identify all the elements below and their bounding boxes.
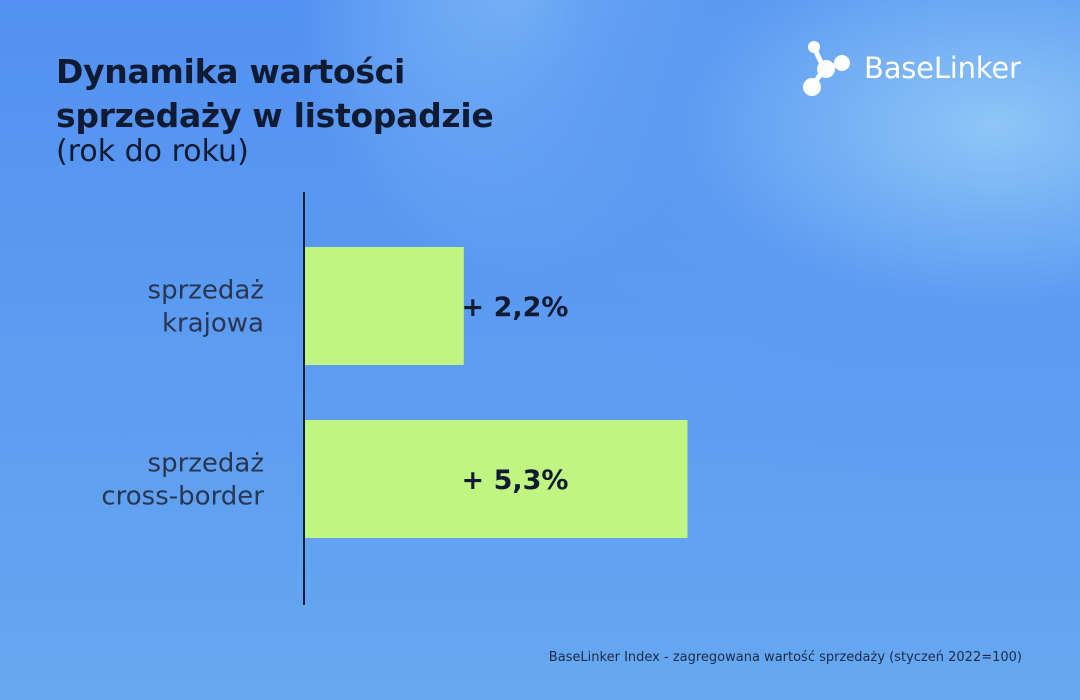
baselinker-logo-icon xyxy=(803,41,850,96)
category-label-1-0: sprzedaż xyxy=(148,449,264,479)
bar-value-label-1: + 5,3% xyxy=(462,465,569,496)
bar-0 xyxy=(305,247,464,365)
bar-value-label-0: + 2,2% xyxy=(462,292,569,323)
category-label-0-0: sprzedaż xyxy=(148,276,264,306)
page-title: Dynamika wartości sprzedaży w listopadzi… xyxy=(56,52,494,135)
brand-logo: BaseLinker xyxy=(800,36,1021,100)
page-subtitle: (rok do roku) xyxy=(56,134,249,169)
category-label-0-1: krajowa xyxy=(162,309,264,339)
bar-1 xyxy=(305,420,688,538)
brand-name: BaseLinker xyxy=(864,51,1021,85)
category-label-1-1: cross-border xyxy=(101,482,264,512)
source-note: BaseLinker Index - zagregowana wartość s… xyxy=(548,650,1022,665)
